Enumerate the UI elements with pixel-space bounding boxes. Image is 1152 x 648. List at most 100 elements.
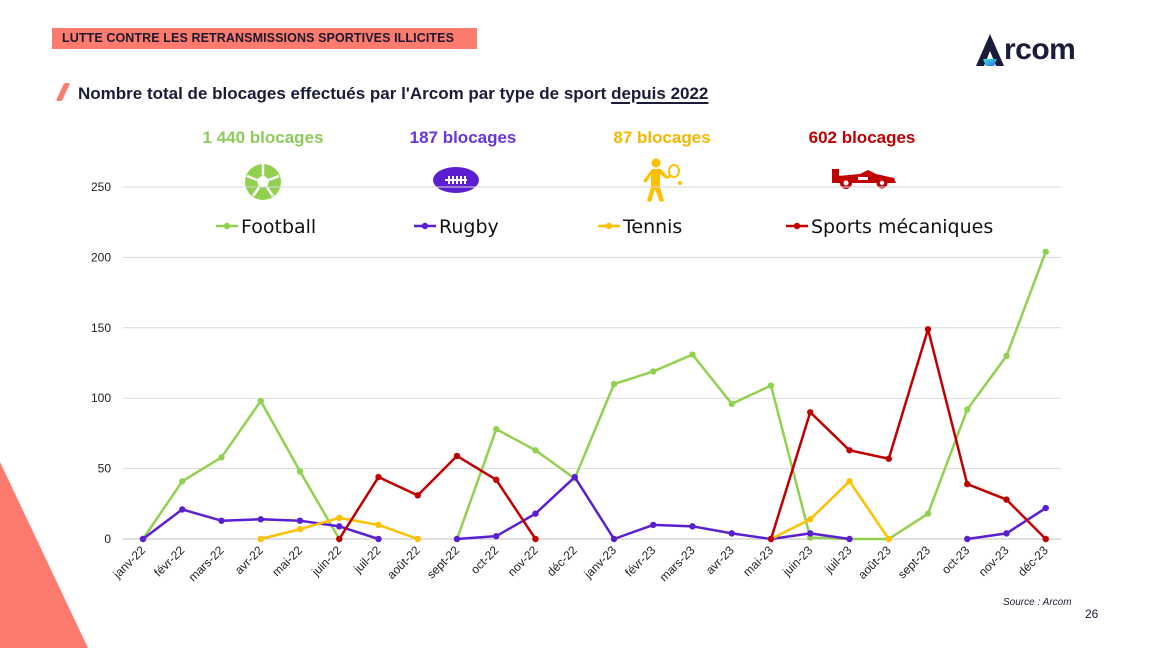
data-point: [846, 447, 853, 454]
corner-decoration: [0, 462, 88, 648]
tennis-player-icon: [643, 158, 682, 202]
legend-marker: [421, 222, 429, 230]
race-car-icon: [832, 169, 896, 189]
data-point: [846, 478, 853, 485]
y-tick-label: 150: [91, 321, 111, 335]
x-tick-label: janv-23: [581, 543, 620, 582]
series-line: [338, 454, 537, 540]
data-point: [453, 452, 461, 460]
x-tick-label: sept-22: [424, 543, 462, 581]
data-point: [532, 535, 539, 543]
data-point: [924, 326, 932, 333]
legend-marker: [223, 222, 231, 230]
title-main: Nombre total de blocages effectués par l…: [78, 84, 612, 103]
y-tick-label: 200: [91, 250, 111, 264]
series-line: [769, 327, 1047, 540]
data-point: [257, 535, 264, 543]
x-tick-label: août-22: [384, 543, 423, 582]
x-tick-label: août-23: [855, 543, 894, 582]
data-point: [610, 380, 618, 388]
x-tick-label: sept-23: [895, 543, 933, 581]
chart-series: [139, 248, 1049, 543]
x-tick-label: oct-23: [939, 543, 973, 577]
data-point: [336, 523, 343, 530]
title-underlined: depuis 2022: [611, 84, 709, 103]
chart-gridlines: [123, 186, 1061, 540]
data-point: [336, 514, 343, 522]
section-tag: LUTTE CONTRE LES RETRANSMISSIONS SPORTIV…: [52, 28, 477, 49]
series-sports-m-caniques: [336, 326, 1049, 543]
series-line: [141, 399, 341, 540]
legend-marker: [793, 222, 801, 230]
x-tick-label: déc-22: [544, 543, 580, 579]
data-point: [375, 535, 382, 543]
legend-marker: [605, 222, 613, 230]
data-point: [807, 516, 814, 523]
data-point: [179, 478, 186, 485]
y-tick-label: 50: [98, 462, 112, 476]
x-tick-label: juil-22: [350, 543, 383, 576]
data-point: [493, 425, 500, 433]
data-point: [924, 510, 932, 517]
data-point: [139, 535, 147, 543]
data-point: [414, 492, 421, 499]
football-total: 1 440 blocages: [202, 128, 324, 147]
series-line: [770, 480, 890, 541]
y-tick-label: 100: [91, 391, 111, 405]
data-point: [1003, 496, 1010, 503]
x-tick-label: déc-23: [1015, 543, 1051, 579]
series-line: [455, 251, 1047, 541]
motorsport-total: 602 blocages: [808, 128, 916, 147]
data-point: [1042, 504, 1049, 512]
data-point: [375, 473, 382, 481]
data-point: [414, 535, 421, 543]
data-point: [532, 447, 539, 454]
data-point: [1003, 352, 1010, 360]
x-tick-label: avr-22: [232, 543, 266, 577]
data-point: [807, 530, 814, 537]
data-point: [453, 535, 461, 543]
x-tick-label: juin-23: [779, 543, 815, 579]
data-point: [336, 535, 343, 543]
chart-legend: Football Rugby Tennis Sports mécaniques: [216, 216, 993, 238]
data-point: [296, 468, 304, 475]
logo-text: rcom: [1004, 33, 1076, 66]
data-point: [767, 535, 775, 543]
data-point: [493, 532, 500, 540]
series-rugby: [139, 473, 1049, 543]
data-point: [218, 517, 225, 524]
data-point: [1042, 535, 1049, 543]
data-point: [571, 473, 578, 481]
data-point: [964, 535, 971, 543]
data-point: [532, 510, 539, 517]
data-point: [964, 406, 971, 413]
data-point: [257, 397, 264, 405]
x-tick-label: janv-22: [110, 543, 149, 582]
arcom-logo: rcom: [974, 30, 1076, 70]
x-tick-label: févr-23: [622, 543, 659, 580]
x-tick-label: mai-23: [740, 543, 776, 579]
x-tick-label: oct-22: [468, 543, 502, 577]
x-tick-label: mai-22: [269, 543, 305, 579]
data-point: [296, 525, 304, 533]
data-point: [493, 476, 500, 484]
x-tick-label: nov-22: [505, 543, 541, 579]
legend-label: Football: [241, 216, 316, 238]
x-tick-label: mars-22: [186, 543, 227, 584]
y-axis-ticks: 0 50 100 150 200 250: [91, 180, 111, 546]
y-tick-label: 0: [104, 532, 111, 546]
data-point: [689, 351, 696, 358]
data-point: [728, 400, 735, 408]
x-tick-label: févr-22: [151, 543, 188, 580]
data-point: [728, 530, 735, 537]
series-tennis: [257, 478, 892, 543]
data-point: [885, 455, 892, 462]
x-tick-label: avr-23: [703, 543, 737, 577]
x-tick-label: juil-23: [821, 543, 854, 576]
data-point: [179, 506, 186, 513]
source-note: Source : Arcom: [1003, 597, 1072, 608]
series-football: [139, 248, 1049, 543]
data-point: [807, 409, 814, 416]
